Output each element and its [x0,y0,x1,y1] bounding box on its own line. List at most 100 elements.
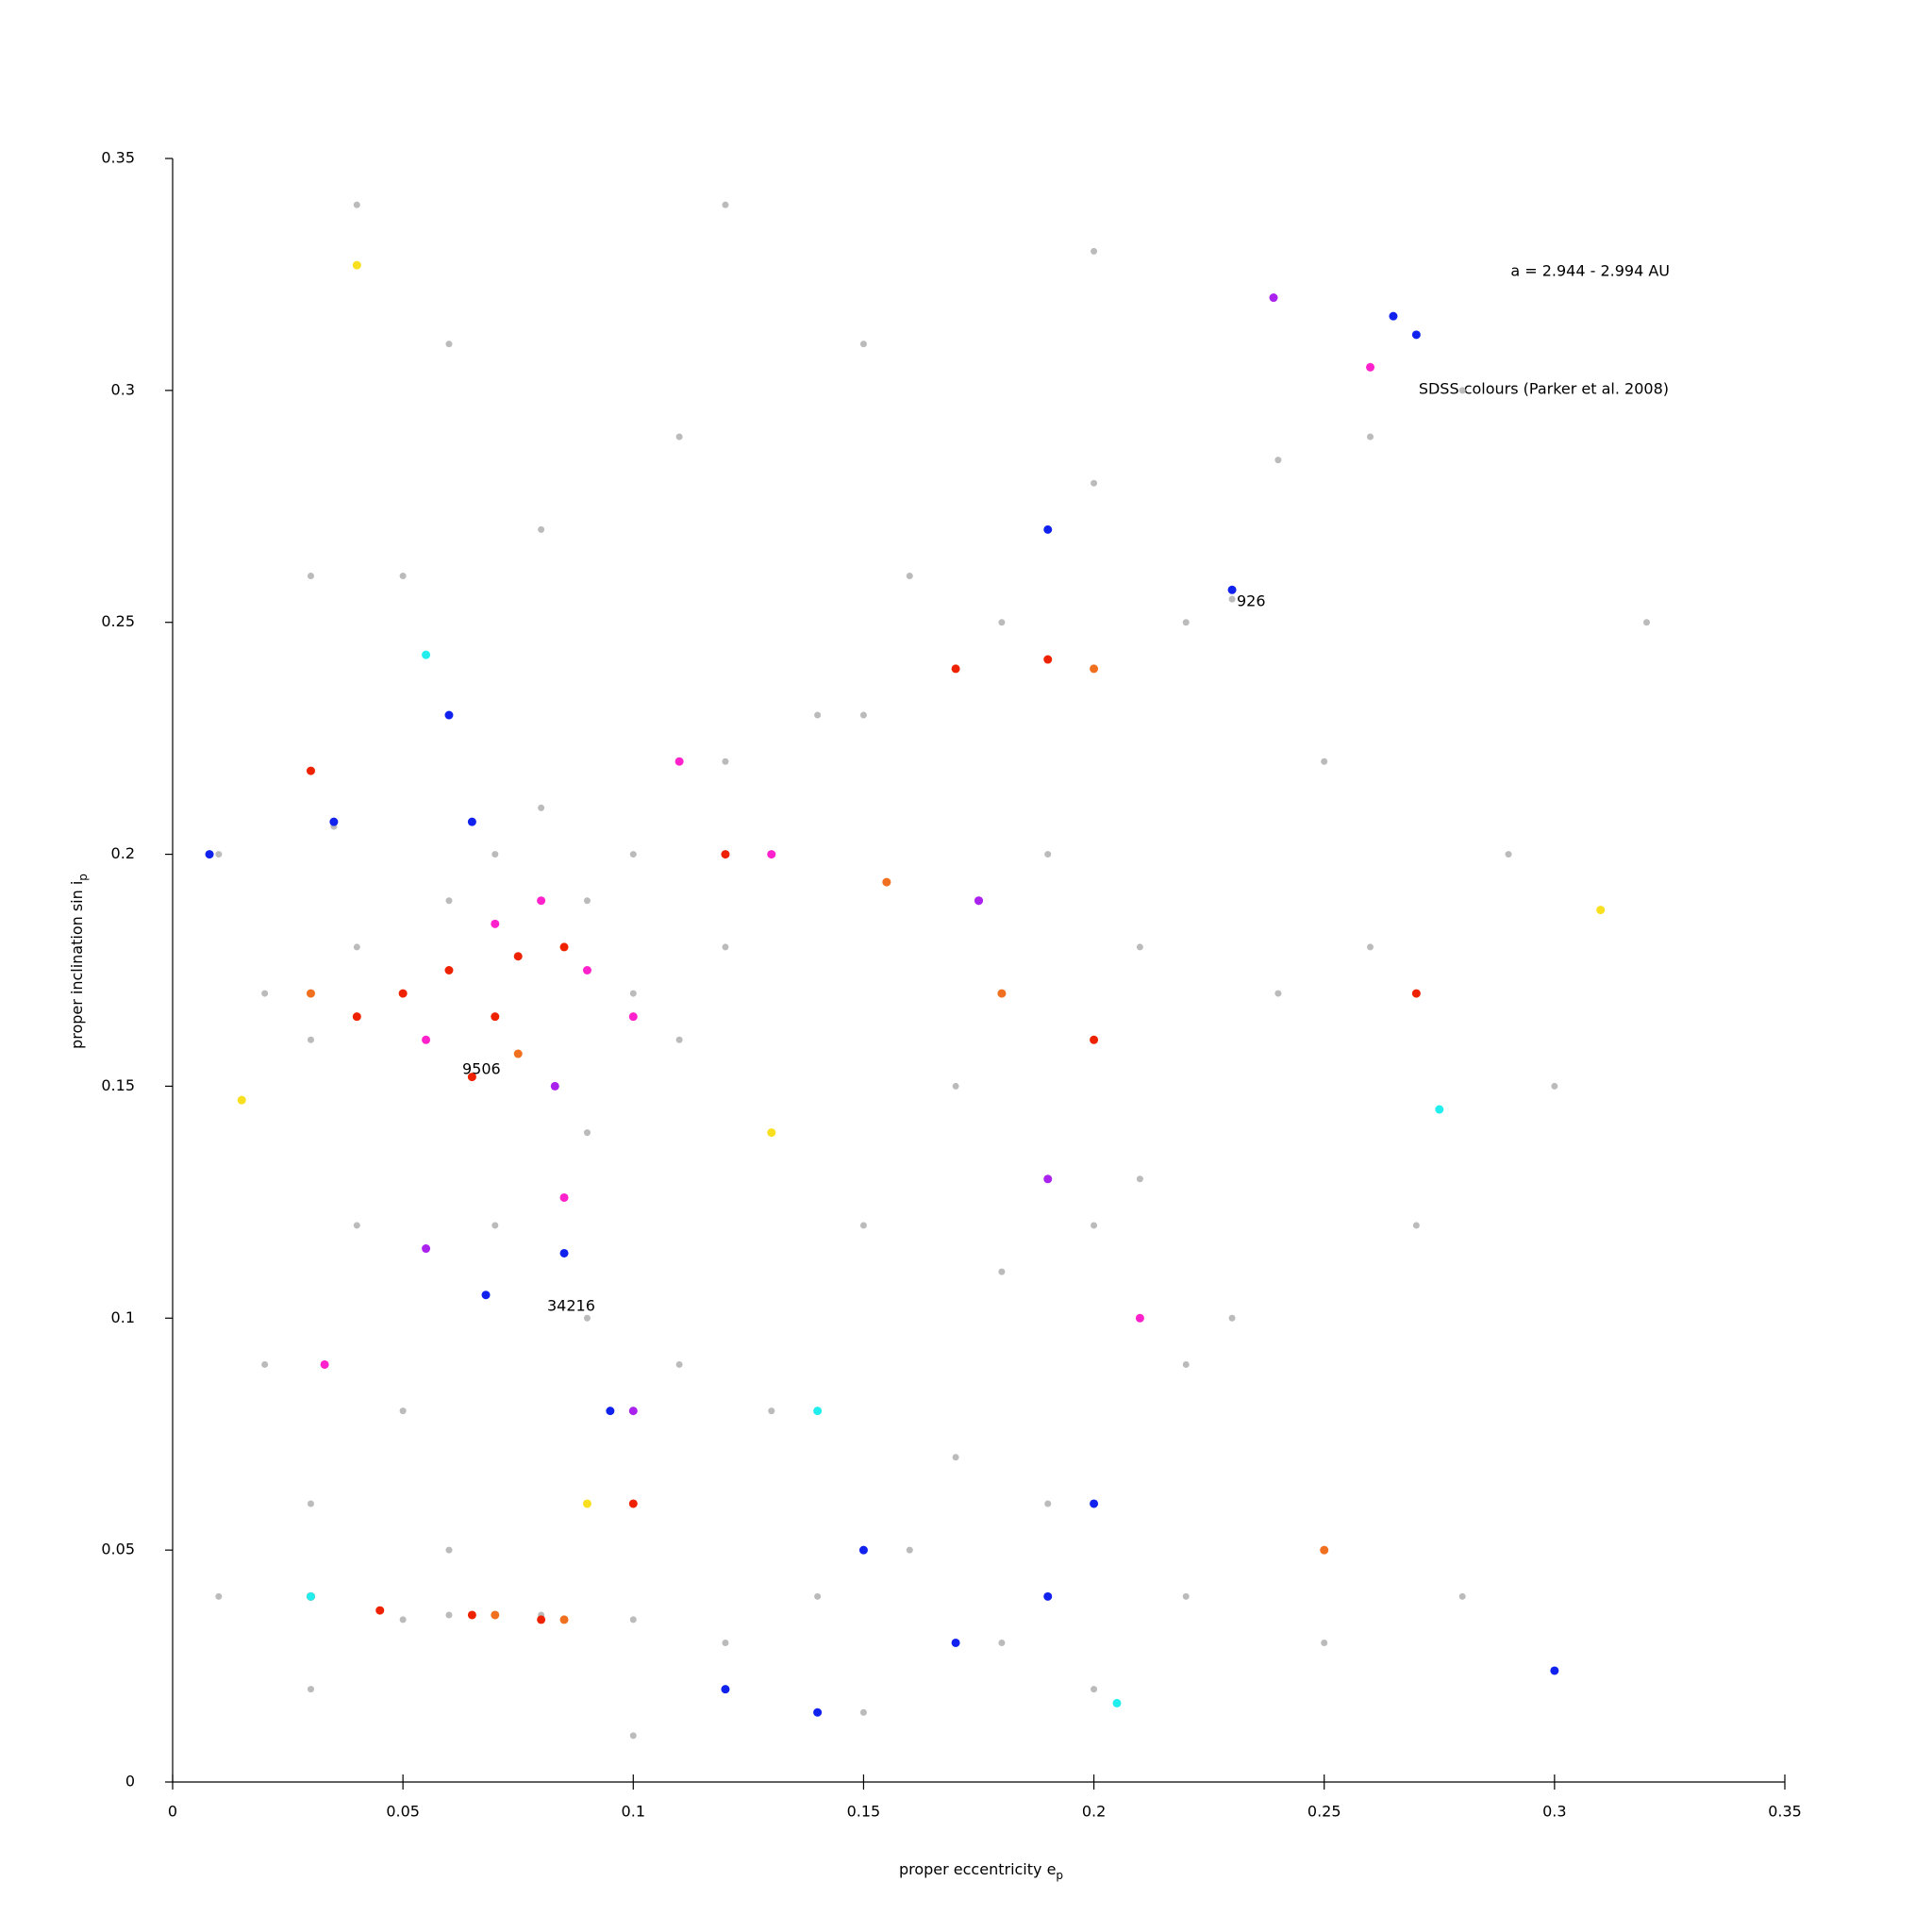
point [261,1360,269,1368]
annotation: 34216 [547,1297,595,1315]
point [1135,1313,1144,1323]
point [628,1012,638,1022]
point [906,573,913,580]
point [675,1360,683,1368]
point [813,1707,823,1717]
point [422,1035,431,1044]
y-axis-label-sub: p [76,874,90,881]
point [307,1686,314,1693]
point [445,341,453,348]
point [422,1244,431,1254]
point [1091,1222,1098,1229]
point [352,1012,361,1022]
annotation: 926 [1237,592,1266,610]
point [329,817,339,826]
point [1227,585,1237,594]
annotation: SDSS colours (Parker et al. 2008) [1419,380,1669,398]
point [1091,479,1098,487]
point [1321,1639,1328,1646]
x-tick-label: 0.35 [1768,1803,1802,1821]
point [1228,595,1236,603]
x-axis-label: proper eccentricity ep [899,1860,1063,1882]
point [583,1314,591,1322]
x-tick-label: 0.2 [1082,1803,1106,1821]
point [583,1129,591,1137]
y-tick-label: 0.15 [101,1076,135,1094]
point [1367,433,1374,441]
point [997,989,1007,998]
point [1112,1698,1122,1707]
point [606,1407,615,1416]
point [628,1499,638,1508]
point [559,1615,569,1624]
point [951,1638,960,1647]
point [1366,362,1375,372]
point [721,1685,730,1694]
x-tick-label: 0.05 [386,1803,420,1821]
y-tick-label: 0.1 [111,1308,135,1326]
point [767,1128,776,1138]
point [1043,1591,1053,1601]
point [1321,758,1328,765]
point [467,817,476,826]
point [974,896,983,906]
point [1136,1175,1143,1183]
point [629,1732,637,1740]
point [399,1407,407,1415]
point [1274,990,1282,997]
x-tick-label: 0.25 [1307,1803,1341,1821]
point [813,1407,823,1416]
point [675,1036,683,1043]
point [859,341,867,348]
point [537,1615,546,1624]
point [1091,247,1098,255]
point [1389,311,1398,321]
point [859,1708,867,1716]
point [1643,619,1651,626]
point [559,942,569,952]
point [353,1222,360,1229]
point [491,1610,500,1620]
point [481,1291,491,1300]
point [583,897,591,905]
y-axis-label: proper inclination sin ip [68,874,90,1049]
x-tick-label: 0.1 [622,1803,645,1821]
point [951,664,960,674]
point [1269,293,1278,303]
point [952,1454,959,1461]
point [722,1639,729,1646]
point [1320,1545,1329,1555]
point [859,1222,867,1229]
point [399,573,407,580]
point [559,1192,569,1202]
point [814,711,822,719]
point [1043,655,1053,664]
point [1274,457,1282,464]
x-axis-label-main: proper eccentricity e [899,1860,1056,1878]
point [1136,943,1143,951]
point [320,1359,329,1369]
point [628,1407,638,1416]
point [906,1546,913,1554]
point [399,1616,407,1624]
y-tick-label: 0 [125,1773,135,1790]
point [814,1592,822,1600]
point [353,201,360,208]
point [559,1248,569,1257]
point [375,1606,385,1615]
point [1228,1314,1236,1322]
point [1435,1105,1444,1114]
point [998,1268,1006,1275]
point [722,943,729,951]
point [398,989,408,998]
y-tick-label: 0.35 [101,149,135,167]
point [513,952,523,961]
point [1090,1499,1099,1508]
point [629,851,637,858]
point [1090,664,1099,674]
y-tick-label: 0.2 [111,844,135,862]
point [491,1222,499,1229]
point [307,1500,314,1507]
point [998,1639,1006,1646]
point [307,1036,314,1043]
